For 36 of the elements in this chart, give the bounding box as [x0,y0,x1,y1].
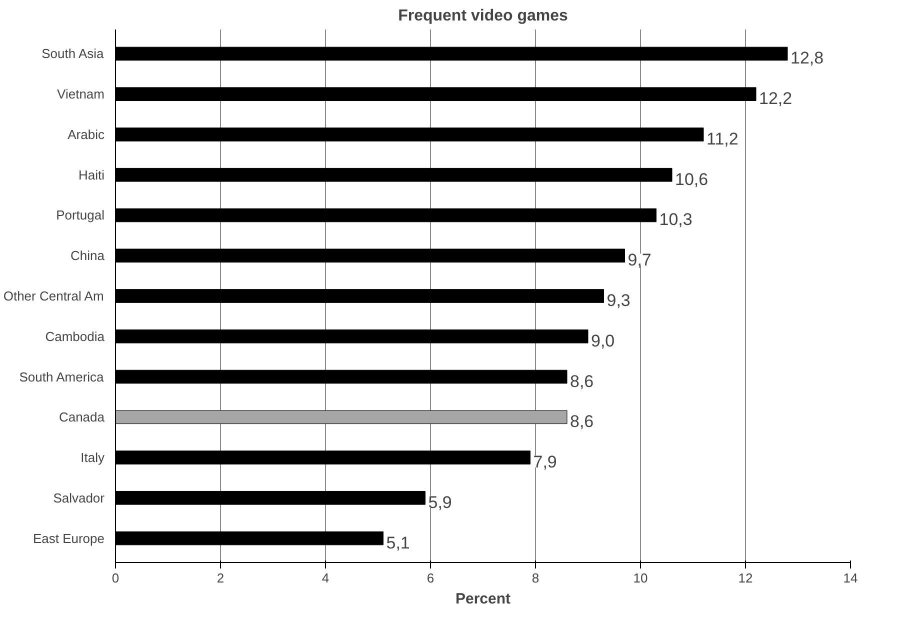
x-tick-label: 2 [216,570,224,586]
x-tick-label: 6 [426,570,434,586]
y-tick-label: Italy [80,450,105,466]
chart-title: Frequent video games [398,8,568,24]
data-label: 9,7 [628,250,652,270]
x-tick-label: 12 [738,570,753,586]
y-tick-label: Salvador [53,490,106,506]
x-tick-label: 10 [633,570,648,586]
data-label: 11,2 [706,129,738,148]
y-tick-label: Cambodia [45,328,106,344]
data-label: 12,8 [790,48,824,68]
data-label: 10,3 [659,210,692,230]
data-label: 10,6 [675,170,708,189]
data-label: 8,6 [570,412,594,432]
y-tick-label: China [70,248,106,264]
data-label: 5,9 [428,492,452,512]
y-tick-label: South America [19,369,105,384]
y-tick-label: Haiti [78,167,105,182]
y-tick-label: Canada [58,410,106,425]
y-tick-label: Other Central Am [3,288,104,304]
data-label: 8,6 [570,372,594,391]
x-tick-label: 8 [532,570,540,586]
x-tick-label: 4 [322,570,330,586]
data-label: 9,0 [591,331,615,350]
x-tick-label: 14 [843,570,858,586]
data-label: 12,2 [759,89,792,108]
y-tick-label: South Asia [42,46,105,62]
y-tick-label: Vietnam [57,86,105,102]
data-label: 9,3 [606,291,630,310]
x-tick-label: 0 [112,570,120,586]
data-label: 5,1 [386,533,410,552]
y-tick-label: Portugal [56,208,105,223]
y-tick-label: Arabic [68,126,105,142]
x-axis-title: Percent [455,590,511,608]
data-label: 7,9 [533,452,557,472]
y-tick-label: East Europe [32,530,104,546]
